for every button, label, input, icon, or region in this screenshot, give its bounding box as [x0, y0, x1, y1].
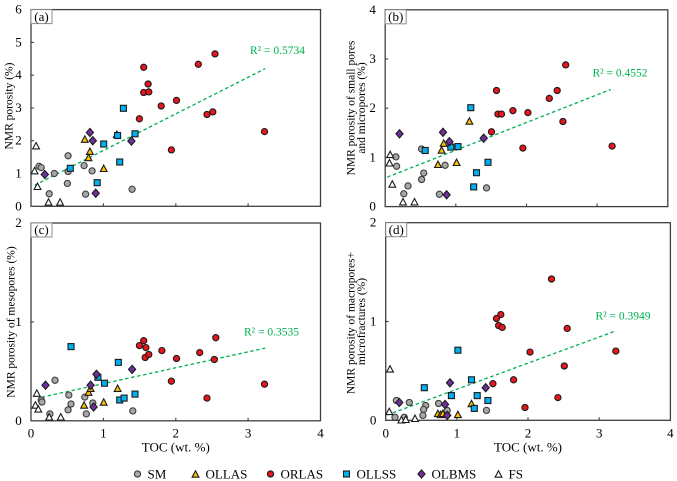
svg-text:TOC (wt. %): TOC (wt. %)	[142, 440, 210, 455]
svg-text:0: 0	[370, 412, 377, 427]
svg-text:R² = 0.3535: R² = 0.3535	[244, 327, 299, 339]
svg-text:2: 2	[15, 215, 22, 230]
svg-text:R² = 0.4552: R² = 0.4552	[593, 68, 648, 80]
svg-text:2: 2	[369, 100, 376, 115]
svg-text:1: 1	[100, 426, 107, 441]
svg-text:2: 2	[370, 215, 377, 230]
svg-text:FS: FS	[509, 467, 523, 481]
svg-text:OLLSS: OLLSS	[357, 467, 397, 481]
svg-text:2: 2	[15, 133, 22, 148]
svg-text:R² = 0.5734: R² = 0.5734	[250, 45, 305, 57]
svg-text:3: 3	[245, 426, 252, 441]
svg-text:microfractures (%): microfractures (%)	[356, 278, 368, 365]
svg-text:4: 4	[667, 426, 674, 441]
svg-text:1: 1	[369, 149, 376, 164]
svg-text:(b): (b)	[388, 9, 403, 24]
svg-text:3: 3	[15, 100, 22, 115]
svg-text:NMR porosity of small pores: NMR porosity of small pores	[346, 40, 358, 175]
svg-text:0: 0	[369, 199, 376, 214]
svg-text:(d): (d)	[389, 222, 404, 237]
svg-text:0: 0	[15, 413, 22, 428]
svg-text:3: 3	[596, 426, 603, 441]
svg-text:1: 1	[370, 314, 377, 329]
svg-text:0: 0	[15, 198, 22, 213]
svg-text:3: 3	[369, 51, 376, 66]
svg-text:4: 4	[317, 426, 324, 441]
svg-text:NMR porosity of mesopores (%): NMR porosity of mesopores (%)	[6, 246, 18, 398]
svg-text:1: 1	[15, 166, 22, 181]
svg-text:0: 0	[382, 426, 389, 441]
svg-text:SM: SM	[148, 467, 167, 481]
svg-text:ORLAS: ORLAS	[281, 467, 324, 481]
svg-text:and micropores (%): and micropores (%)	[356, 62, 368, 153]
svg-text:1: 1	[15, 314, 22, 329]
svg-text:TOC (wt. %): TOC (wt. %)	[494, 440, 562, 455]
svg-text:0: 0	[28, 426, 35, 441]
svg-text:4: 4	[369, 2, 376, 17]
svg-text:OLBMS: OLBMS	[432, 467, 477, 481]
svg-text:NMR porosity (%): NMR porosity (%)	[4, 62, 16, 149]
svg-text:2: 2	[525, 426, 532, 441]
svg-text:5: 5	[15, 34, 22, 49]
svg-text:2: 2	[173, 426, 180, 441]
svg-text:6: 6	[15, 2, 22, 17]
svg-text:4: 4	[15, 67, 22, 82]
svg-text:OLLAS: OLLAS	[206, 467, 248, 481]
svg-text:(c): (c)	[34, 222, 48, 237]
svg-text:1: 1	[454, 426, 461, 441]
svg-text:R² = 0.3949: R² = 0.3949	[596, 311, 651, 323]
svg-text:NMR porosity of macropores+: NMR porosity of macropores+	[346, 252, 358, 394]
svg-text:(a): (a)	[34, 9, 48, 24]
